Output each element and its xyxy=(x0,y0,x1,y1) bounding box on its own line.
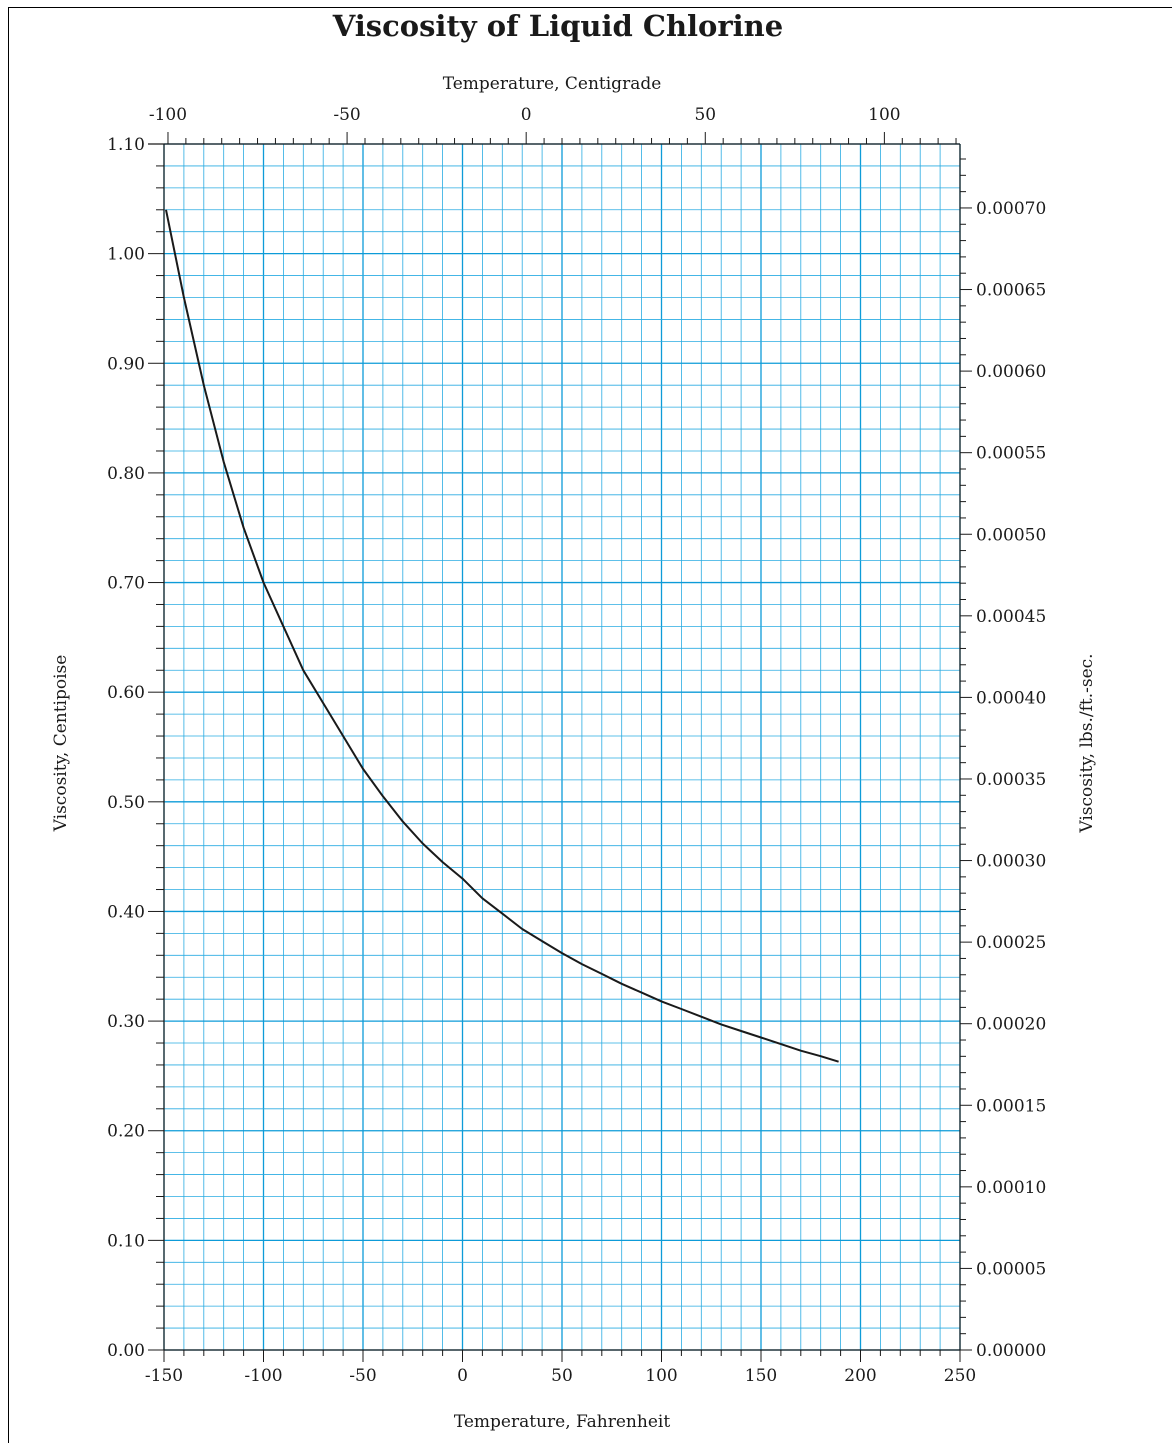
right-axis-label: Viscosity, lbs./ft.-sec. xyxy=(1077,653,1097,833)
bottom-tick-label: 250 xyxy=(944,1366,976,1386)
right-tick-label: 0.00000 xyxy=(976,1341,1046,1361)
bottom-tick-label: 200 xyxy=(844,1366,876,1386)
right-tick-label: 0.00025 xyxy=(976,933,1046,953)
left-tick-label: 0.20 xyxy=(107,1122,145,1142)
top-axis-label: Temperature, Centigrade xyxy=(443,74,662,94)
top-tick-label: -100 xyxy=(149,105,187,125)
bottom-tick-label: 0 xyxy=(457,1366,468,1386)
left-axis-label: Viscosity, Centipoise xyxy=(51,655,71,833)
right-tick-label: 0.00070 xyxy=(976,199,1046,219)
right-tick-label: 0.00060 xyxy=(976,362,1046,382)
bottom-tick-label: 150 xyxy=(745,1366,777,1386)
right-tick-label: 0.00055 xyxy=(976,444,1046,464)
bottom-tick-label: -50 xyxy=(349,1366,376,1386)
right-tick-label: 0.00065 xyxy=(976,281,1046,301)
right-tick-label: 0.00035 xyxy=(976,770,1046,790)
left-tick-label: 0.00 xyxy=(107,1341,145,1361)
left-tick-label: 0.70 xyxy=(107,574,145,594)
left-tick-label: 1.10 xyxy=(107,135,145,155)
right-tick-label: 0.00030 xyxy=(976,852,1046,872)
left-tick-label: 0.60 xyxy=(107,683,145,703)
tick-labels: 0.00 0.10 0.20 0.30 0.40 0.50 0.60 0.70 0.80 0.90… xyxy=(107,105,1046,1386)
viscosity-curve xyxy=(165,209,839,1063)
bottom-tick-label: 50 xyxy=(551,1366,573,1386)
chart-frame xyxy=(8,7,1172,1443)
left-tick-label: 1.00 xyxy=(107,245,145,265)
right-tick-label: 0.00045 xyxy=(976,607,1046,627)
bottom-tick-label: -100 xyxy=(244,1366,282,1386)
right-tick-label: 0.00010 xyxy=(976,1178,1046,1198)
top-tick-label: 0 xyxy=(521,105,532,125)
top-tick-label: 100 xyxy=(868,105,900,125)
right-tick-label: 0.00020 xyxy=(976,1015,1046,1035)
left-tick-label: 0.40 xyxy=(107,902,145,922)
right-tick-label: 0.00050 xyxy=(976,525,1046,545)
left-tick-label: 0.80 xyxy=(107,464,145,484)
bottom-tick-label: -150 xyxy=(145,1366,183,1386)
left-tick-label: 0.30 xyxy=(107,1012,145,1032)
series xyxy=(165,209,839,1063)
axis-ticks xyxy=(148,132,972,1362)
bottom-tick-label: 100 xyxy=(645,1366,677,1386)
top-tick-label: 50 xyxy=(694,105,716,125)
top-tick-label: -50 xyxy=(333,105,360,125)
bottom-axis-label: Temperature, Fahrenheit xyxy=(454,1412,670,1432)
right-tick-label: 0.00005 xyxy=(976,1259,1046,1279)
grid xyxy=(163,143,961,1351)
right-tick-label: 0.00040 xyxy=(976,688,1046,708)
left-tick-label: 0.50 xyxy=(107,793,145,813)
left-tick-label: 0.90 xyxy=(107,354,145,374)
left-tick-label: 0.10 xyxy=(107,1231,145,1251)
chart-title: Viscosity of Liquid Chlorine xyxy=(332,9,783,43)
right-tick-label: 0.00015 xyxy=(976,1096,1046,1116)
